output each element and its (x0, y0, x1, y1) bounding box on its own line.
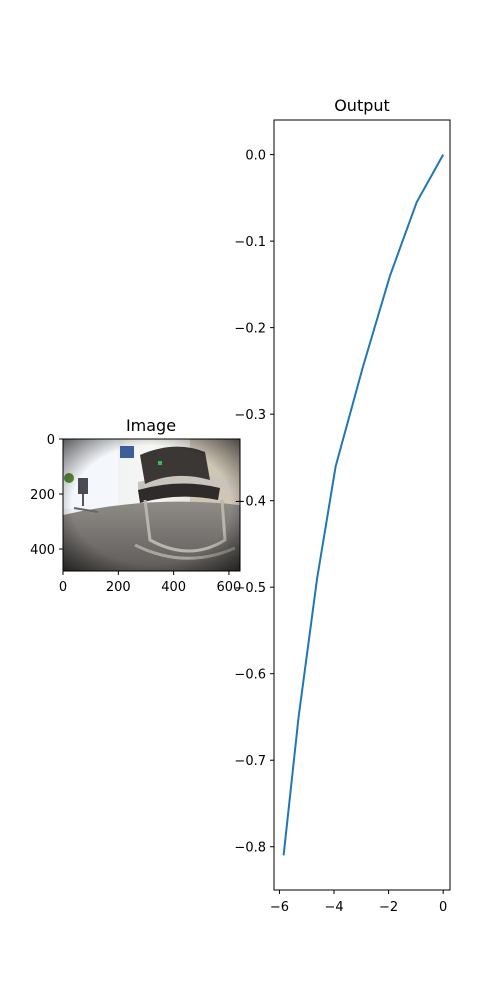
image-x-tick-label: 600 (217, 580, 242, 595)
output-panel: Output −6 −4 −2 0 0.0 −0.1 −0.2 −0.3 −0.4 −0.5 −0… (234, 96, 451, 915)
output-x-tick-label: −2 (379, 900, 398, 915)
output-axes-frame (273, 119, 451, 891)
image-x-tick-label: 200 (106, 580, 131, 595)
image-x-tick-label: 0 (59, 580, 67, 595)
image-x-tick-label: 400 (161, 580, 186, 595)
image-y-tick-label: 0 (47, 433, 55, 448)
output-y-tick-label: −0.7 (234, 754, 266, 769)
image-y-tick-label: 200 (30, 488, 55, 503)
output-x-tick-label: −6 (270, 900, 289, 915)
photo (63, 439, 240, 571)
output-y-tick-label: −0.6 (234, 668, 266, 683)
output-x-tick-label: 0 (439, 900, 447, 915)
image-y-tick-label: 400 (30, 543, 55, 558)
output-x-tick-label: −4 (324, 900, 343, 915)
output-y-axis: 0.0 −0.1 −0.2 −0.3 −0.4 −0.5 −0.6 −0.7 −0.8 (234, 149, 274, 856)
output-y-tick-label: −0.2 (234, 322, 266, 337)
output-y-tick-label: 0.0 (245, 149, 266, 164)
image-panel-title: Image (126, 416, 176, 435)
image-x-axis: 0 200 400 600 (59, 571, 241, 595)
output-series-line (282, 154, 445, 856)
output-x-axis: −6 −4 −2 0 (270, 890, 447, 915)
image-axes-frame (62, 438, 241, 572)
image-panel: Image (30, 416, 241, 595)
output-y-tick-label: −0.3 (234, 408, 266, 423)
output-y-tick-label: −0.8 (234, 841, 266, 856)
output-y-tick-label: −0.5 (234, 581, 266, 596)
output-y-tick-label: −0.1 (234, 235, 266, 250)
output-series-layer (282, 154, 445, 856)
output-y-tick-label: −0.4 (234, 495, 266, 510)
image-y-axis: 0 200 400 (30, 433, 63, 558)
output-chart-title: Output (334, 96, 390, 115)
